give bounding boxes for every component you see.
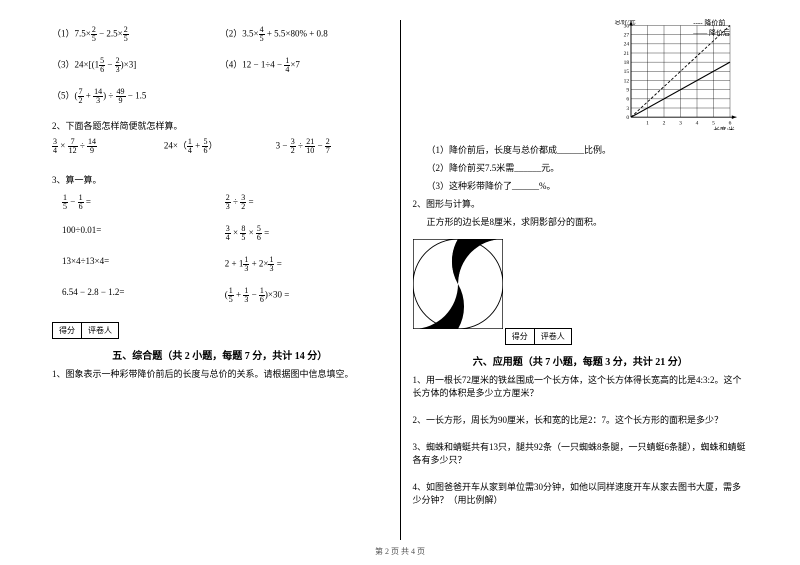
score-label-r: 得分: [506, 329, 535, 344]
q1-item-5: （5）(72 + 143) ÷ 499 − 1.5: [52, 88, 220, 105]
q3-row2: 100÷0.01= 34 × 85 × 56 =: [62, 225, 388, 242]
q2-item-1: 34 × 712 ÷ 149: [52, 138, 164, 155]
q1-row3: （5）(72 + 143) ÷ 499 − 1.5: [52, 88, 388, 105]
svg-text:6: 6: [626, 97, 629, 103]
svg-text:12: 12: [624, 78, 630, 84]
q3-r3c1: 13×4÷13×4=: [62, 256, 225, 273]
q3-r4c2: (15 + 13 − 16)×30 =: [225, 287, 388, 304]
grader-label-r: 评卷人: [535, 329, 571, 344]
svg-text:27: 27: [624, 33, 630, 39]
q1-item-2: （2）3.5×45 + 5.5×80% + 0.8: [220, 26, 388, 43]
r-q2-title: 2、图形与计算。: [413, 197, 749, 210]
s6-q4: 4、如图爸爸开车从家到单位需30分钟，如他以同样速度开车从家去图书大厦，需多少分…: [413, 480, 749, 506]
q3-r4c1: 6.54 − 2.8 − 1.2=: [62, 287, 225, 304]
svg-text:5: 5: [712, 121, 715, 127]
section-6-title: 六、应用题（共 7 小题，每题 3 分，共计 21 分）: [413, 353, 749, 368]
svg-text:18: 18: [624, 60, 630, 66]
section-5-title: 五、综合题（共 2 小题，每题 7 分，共计 14 分）: [52, 347, 388, 362]
q2-item-3: 3 − 32 ÷ 2110 − 27: [276, 138, 388, 155]
chart-q2: （2）降价前买7.5米需______元。: [427, 161, 749, 174]
svg-text:4: 4: [696, 121, 699, 127]
q1-item-4: （4）12 − 1÷4 − 14×7: [220, 57, 388, 74]
y-label: 总价/元: [615, 20, 637, 26]
q1-row1: （1）7.5×25 − 2.5×25 （2）3.5×45 + 5.5×80% +…: [52, 26, 388, 43]
q3-r2c2: 34 × 85 × 56 =: [225, 225, 388, 242]
q3-title: 3、算一算。: [52, 173, 388, 186]
grader-label: 评卷人: [82, 323, 118, 338]
svg-text:6: 6: [729, 121, 732, 127]
chart-q1: （1）降价前后，长度与总价都成______比例。: [427, 143, 749, 156]
right-column: ---- 降价前 —— 降价后: [401, 20, 761, 540]
q2-title: 2、下面各题怎样简便就怎样算。: [52, 119, 388, 132]
q1-item-3: （3）24×[(156 − 23)×3]: [52, 57, 220, 74]
score-box-left: 得分 评卷人: [52, 322, 119, 339]
q3-row1: 15 − 16 = 23 ÷ 32 =: [62, 194, 388, 211]
svg-text:21: 21: [624, 51, 630, 57]
s6-q1: 1、用一根长72厘米的铁丝围成一个长方体，这个长方体得长宽高的比是4:3:2。这…: [413, 373, 749, 399]
q3-r3c2: 2 + 113 + 2×13 =: [225, 256, 388, 273]
s6-q2: 2、一长方形，周长为90厘米，长和宽的比是2：7。这个长方形的面积是多少？: [413, 413, 749, 426]
price-chart: 036 91215 182124 2730 123 456 总价/元 长度/米: [610, 20, 740, 130]
chart-q3: （3）这种彩带降价了______%。: [427, 179, 749, 192]
q2-items: 34 × 712 ÷ 149 24×（14 + 56） 3 − 32 ÷ 211…: [52, 138, 388, 155]
svg-text:3: 3: [626, 106, 629, 112]
q3-r2c1: 100÷0.01=: [62, 225, 225, 242]
x-label: 长度/米: [714, 125, 736, 130]
s6-q3: 3、蜘蛛和蜻蜓共有13只，腿共92条（一只蜘蛛8条腿，一只蜻蜓6条腿），蜘蛛和蜻…: [413, 440, 749, 466]
score-box-right: 得分 评卷人: [505, 328, 572, 345]
svg-text:1: 1: [646, 121, 649, 127]
q3-row3: 13×4÷13×4= 2 + 113 + 2×13 =: [62, 256, 388, 273]
left-column: （1）7.5×25 − 2.5×25 （2）3.5×45 + 5.5×80% +…: [40, 20, 401, 540]
q2-item-2: 24×（14 + 56）: [164, 138, 276, 155]
svg-text:2: 2: [663, 121, 666, 127]
q1-row2: （3）24×[(156 − 23)×3] （4）12 − 1÷4 − 14×7: [52, 57, 388, 74]
r-q2-sub: 正方形的边长是8厘米，求阴影部分的面积。: [427, 215, 749, 228]
q1-item-1: （1）7.5×25 − 2.5×25: [52, 26, 220, 43]
svg-text:24: 24: [624, 42, 630, 48]
svg-text:15: 15: [624, 69, 630, 75]
pinwheel-figure: [413, 239, 503, 329]
page-footer: 第 2 页 共 4 页: [40, 546, 760, 557]
section-5-q1: 1、图象表示一种彩带降价前后的长度与总价的关系。请根据图中信息填空。: [52, 367, 388, 380]
q3-r1c1: 15 − 16 =: [62, 194, 225, 211]
svg-text:9: 9: [626, 88, 629, 94]
q3-row4: 6.54 − 2.8 − 1.2= (15 + 13 − 16)×30 =: [62, 287, 388, 304]
svg-text:3: 3: [679, 121, 682, 127]
svg-text:0: 0: [626, 115, 629, 121]
q3-r1c2: 23 ÷ 32 =: [225, 194, 388, 211]
score-label: 得分: [53, 323, 82, 338]
